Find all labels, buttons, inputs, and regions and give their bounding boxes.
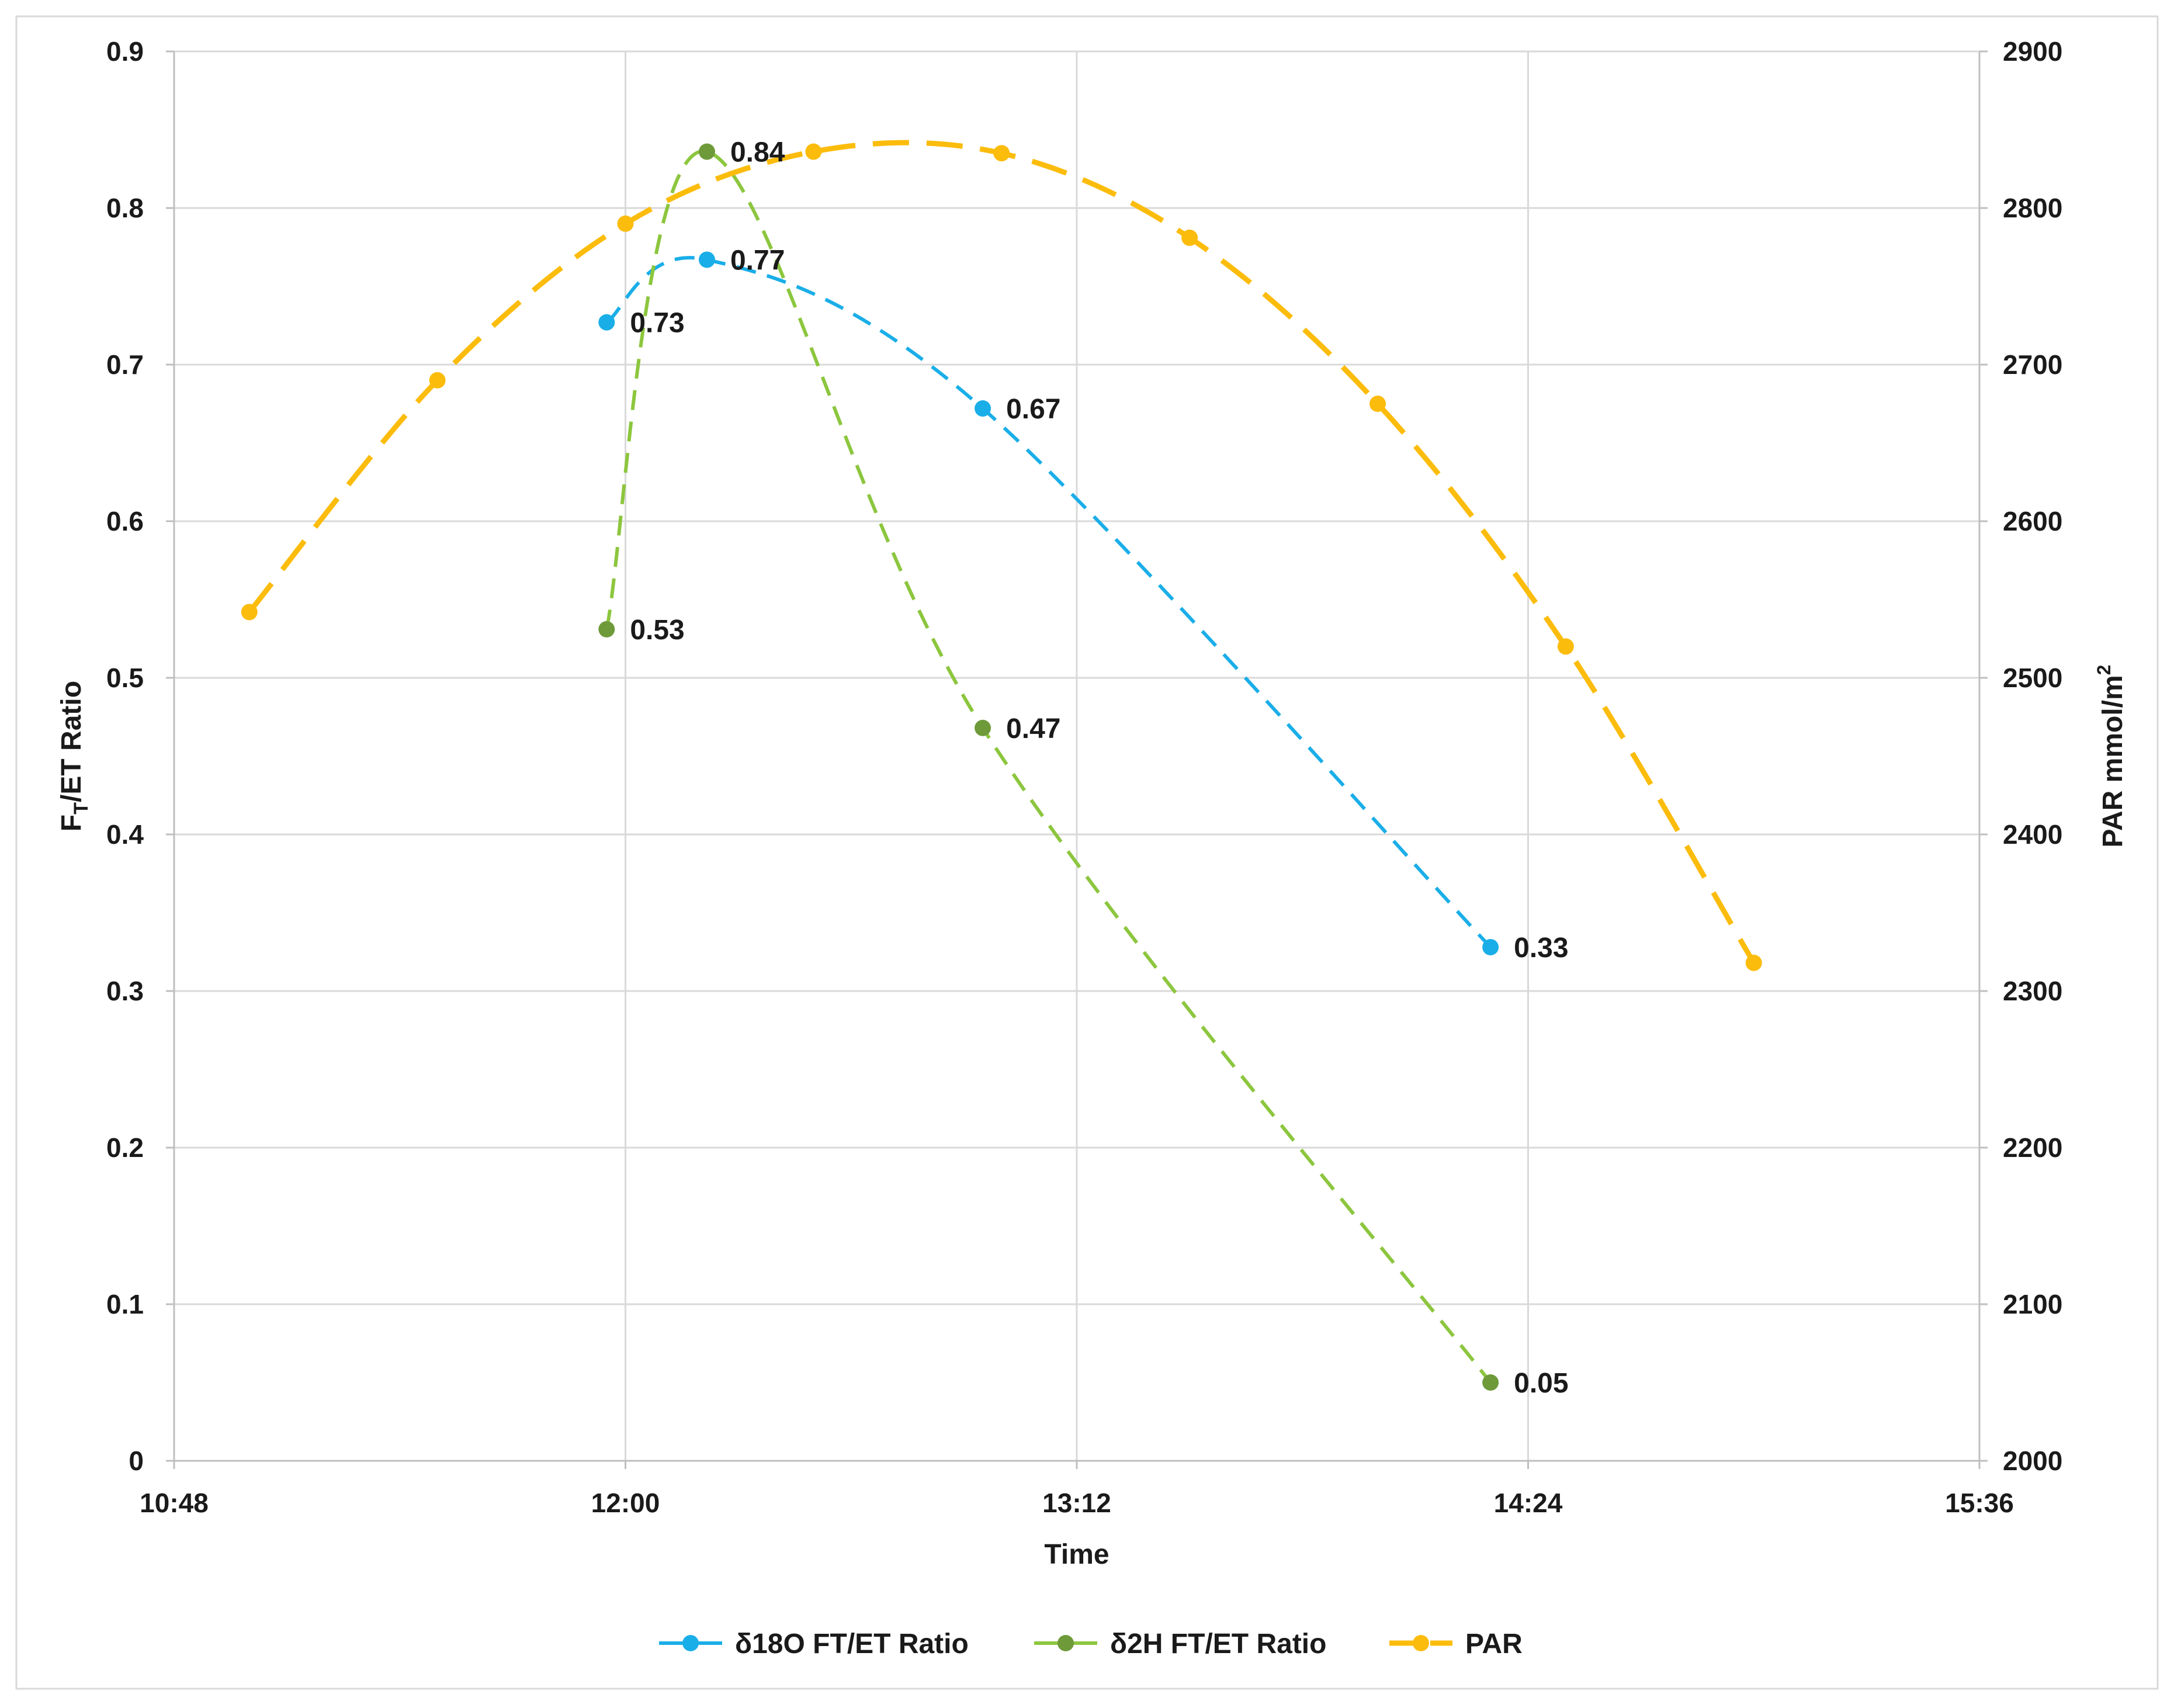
data-label-layer: 0.73 0.77 0.67 0.33 0.53 0.84 0.47 0.05	[630, 137, 1568, 1399]
series-layer	[241, 140, 1762, 1391]
series-line	[605, 150, 1492, 1384]
y-left-tick-label: 0.4	[106, 819, 144, 850]
series-point	[993, 145, 1010, 162]
series-point	[1745, 954, 1762, 971]
y-right-title-main: PAR mmol/m	[2097, 675, 2128, 847]
y-left-tick-label: 0.6	[106, 506, 144, 536]
y-left-tick-label: 0.2	[106, 1132, 144, 1163]
data-label: 0.05	[1514, 1368, 1568, 1399]
x-tick-label: 13:12	[1042, 1488, 1111, 1518]
y-right-tick-label: 2500	[2003, 663, 2062, 693]
series-group	[598, 251, 1499, 955]
y-right-title-sup: 2	[2093, 665, 2114, 675]
series-point	[1482, 938, 1499, 955]
y-right-tick-label: 2200	[2003, 1132, 2062, 1163]
series-point	[1557, 638, 1574, 655]
legend-label: δ18O FT/ET Ratio	[735, 1629, 969, 1660]
series-point	[429, 372, 446, 389]
axis-layer: 0 0.1 0.2 0.3 0.4 0.5 0.6 0.7 0.8 0.9 2000 2100 2200…	[56, 36, 2128, 1570]
series-point	[698, 251, 715, 268]
series-point	[1482, 1374, 1499, 1391]
x-tick-label: 10:48	[140, 1488, 209, 1518]
series-point	[598, 314, 615, 331]
data-label: 0.84	[730, 137, 785, 168]
y-left-axis-title: FT/ET Ratio	[56, 681, 92, 832]
legend-item: δ2H FT/ET Ratio	[1034, 1629, 1326, 1660]
y-right-tick-label: 2700	[2003, 349, 2062, 380]
x-tick-label: 15:36	[1945, 1488, 2014, 1518]
data-label: 0.73	[630, 308, 684, 339]
data-label: 0.67	[1006, 394, 1060, 425]
data-label: 0.47	[1006, 713, 1060, 744]
y-left-tick-label: 0.8	[106, 193, 144, 223]
legend-label: PAR	[1465, 1629, 1523, 1660]
series-point	[241, 604, 258, 621]
y-left-tick-label: 0.9	[106, 36, 144, 67]
series-line	[247, 140, 1756, 965]
y-left-tick-label: 0.5	[106, 663, 144, 693]
y-left-tick-label: 0.3	[106, 976, 144, 1006]
chart-frame	[15, 15, 2159, 1690]
y-right-tick-label: 2000	[2003, 1446, 2062, 1476]
series-group	[598, 143, 1499, 1391]
y-right-tick-label: 2400	[2003, 819, 2062, 850]
legend-swatch-marker	[682, 1635, 699, 1651]
y-right-tick-label: 2600	[2003, 506, 2062, 536]
legend-item: PAR	[1389, 1629, 1523, 1660]
legend: δ18O FT/ET Ratio δ2H FT/ET Ratio PAR	[659, 1629, 1523, 1660]
series-point	[1369, 396, 1386, 412]
series-point	[598, 621, 615, 638]
x-axis-title: Time	[1044, 1539, 1109, 1570]
legend-label: δ2H FT/ET Ratio	[1110, 1629, 1326, 1660]
y-left-title-sub: T	[70, 802, 92, 815]
y-left-title-main: F	[56, 815, 87, 832]
data-label: 0.33	[1514, 933, 1568, 964]
y-right-tick-label: 2100	[2003, 1289, 2062, 1319]
series-group	[241, 140, 1762, 971]
y-left-tick-label: 0.1	[106, 1289, 144, 1319]
y-left-tick-label: 0.7	[106, 349, 144, 380]
legend-swatch-marker	[1057, 1635, 1074, 1651]
y-right-tick-label: 2900	[2003, 36, 2062, 67]
series-point	[617, 215, 634, 232]
series-line	[605, 256, 1492, 949]
y-right-axis-title: PAR mmol/m2	[2093, 665, 2128, 848]
y-right-tick-label: 2800	[2003, 193, 2062, 223]
legend-swatch-marker	[1413, 1635, 1429, 1651]
series-point	[698, 143, 715, 160]
series-point	[975, 719, 991, 736]
legend-item: δ18O FT/ET Ratio	[659, 1629, 969, 1660]
x-tick-label: 12:00	[591, 1488, 660, 1518]
y-left-title-rest: /ET Ratio	[56, 681, 87, 802]
data-label: 0.77	[730, 245, 785, 276]
series-point	[805, 143, 822, 160]
y-right-tick-label: 2300	[2003, 976, 2062, 1006]
x-tick-label: 14:24	[1494, 1488, 1563, 1518]
data-label: 0.53	[630, 615, 684, 646]
series-point	[975, 400, 991, 417]
y-left-tick-label: 0	[129, 1446, 144, 1476]
series-point	[1181, 229, 1198, 246]
